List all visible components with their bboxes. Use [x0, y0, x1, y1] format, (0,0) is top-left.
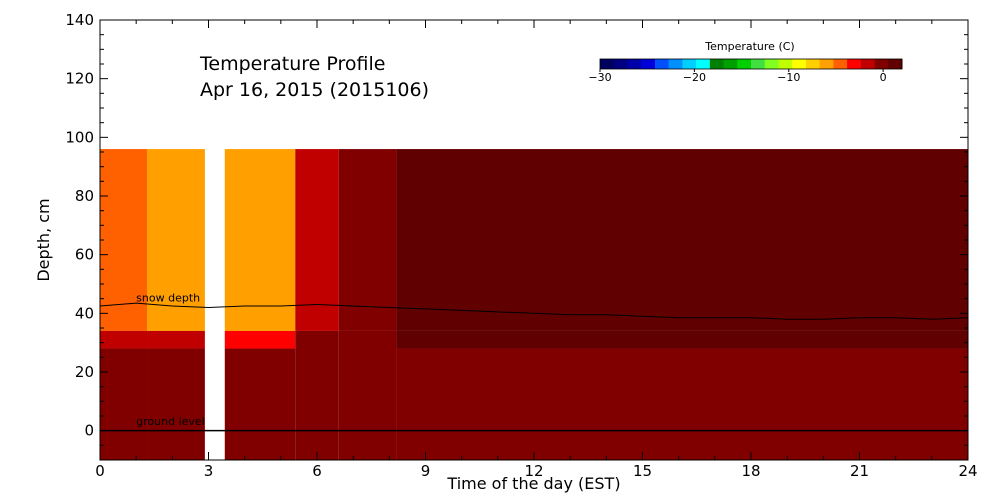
colorbar: −30 −20 −10 0 [588, 58, 903, 84]
x-tick-label-8: 24 [958, 462, 977, 480]
y-tick-label-5: 100 [65, 128, 94, 146]
colorbar-swatch-11 [751, 59, 766, 69]
colorbar-swatch-12 [764, 59, 779, 69]
colorbar-swatch-9 [723, 59, 738, 69]
heatmap-cell-0 [100, 149, 148, 331]
x-tick-label-3: 9 [421, 462, 431, 480]
y-axis-title: Depth, cm [34, 198, 53, 281]
colorbar-swatch-7 [696, 59, 711, 69]
heatmap-cell-11 [338, 149, 397, 331]
colorbar-swatch-20 [874, 59, 889, 69]
colorbar-swatch-17 [833, 59, 848, 69]
colorbar-tick-label-2: −10 [777, 71, 800, 84]
colorbar-swatch-16 [819, 59, 834, 69]
heatmap-cell-5 [147, 348, 205, 460]
x-tick-label-6: 18 [741, 462, 760, 480]
x-tick-label-7: 21 [850, 462, 869, 480]
heatmap-cells [100, 149, 968, 460]
colorbar-swatch-5 [668, 59, 683, 69]
y-tick-label-3: 60 [75, 246, 94, 264]
title-line-1: Temperature Profile [199, 53, 385, 75]
heatmap-cell-14 [396, 330, 968, 349]
y-axis: 0 20 40 60 80 100 120 140 [65, 11, 968, 461]
y-tick-label-0: 0 [84, 422, 94, 440]
y-tick-label-2: 40 [75, 304, 94, 322]
colorbar-frame [599, 58, 903, 70]
colorbar-title: Temperature (C) [704, 40, 794, 53]
colorbar-swatch-3 [641, 59, 656, 69]
heatmap-cell-13 [396, 149, 968, 331]
annotation-0: snow depth [136, 292, 200, 305]
colorbar-swatch-19 [860, 59, 876, 69]
y-tick-label-4: 80 [75, 187, 94, 205]
x-axis-title: Time of the day (EST) [446, 474, 620, 493]
heatmap-cell-8 [224, 348, 296, 460]
y-tick-label-7: 140 [65, 11, 94, 29]
colorbar-swatch-15 [805, 59, 821, 69]
colorbar-swatch-6 [682, 59, 697, 69]
colorbar-swatch-4 [654, 59, 670, 69]
y-tick-label-1: 20 [75, 363, 94, 381]
heatmap-cell-2 [100, 348, 148, 460]
annotation-1: ground level [136, 415, 205, 428]
title-line-2: Apr 16, 2015 (2015106) [200, 79, 429, 101]
heatmap-cell-6 [224, 149, 296, 331]
heatmap-cell-3 [147, 149, 205, 331]
heatmap-cell-10 [295, 330, 339, 460]
colorbar-swatch-10 [737, 59, 752, 69]
x-tick-label-5: 15 [633, 462, 652, 480]
heatmap-cell-7 [224, 330, 296, 349]
colorbar-tick-label-1: −20 [683, 71, 706, 84]
x-tick-label-2: 6 [312, 462, 322, 480]
colorbar-swatch-18 [847, 59, 862, 69]
heatmap-cell-12 [338, 330, 397, 460]
x-tick-label-1: 3 [204, 462, 214, 480]
heatmap-cell-1 [100, 330, 148, 349]
x-axis: 0 3 6 9 12 15 18 21 24 [95, 20, 978, 480]
x-tick-label-4: 12 [524, 462, 543, 480]
colorbar-swatch-0 [600, 59, 615, 69]
colorbar-tick-label-0: −30 [588, 71, 611, 84]
colorbar-swatch-14 [792, 59, 807, 69]
heatmap-cell-4 [147, 330, 205, 349]
x-tick-label-0: 0 [95, 462, 105, 480]
colorbar-swatch-1 [613, 59, 628, 69]
heatmap-cell-9 [295, 149, 339, 331]
snow-depth-line [100, 302, 968, 320]
colorbar-swatch-13 [778, 59, 793, 69]
y-tick-label-6: 120 [65, 70, 94, 88]
colorbar-swatch-8 [709, 59, 725, 69]
colorbar-swatch-21 [888, 59, 903, 69]
colorbar-swatch-2 [627, 59, 642, 69]
colorbar-tick-label-3: 0 [880, 71, 887, 84]
overlay-lines: snow depth ground level [100, 292, 968, 432]
heatmap-cell-15 [396, 348, 968, 460]
